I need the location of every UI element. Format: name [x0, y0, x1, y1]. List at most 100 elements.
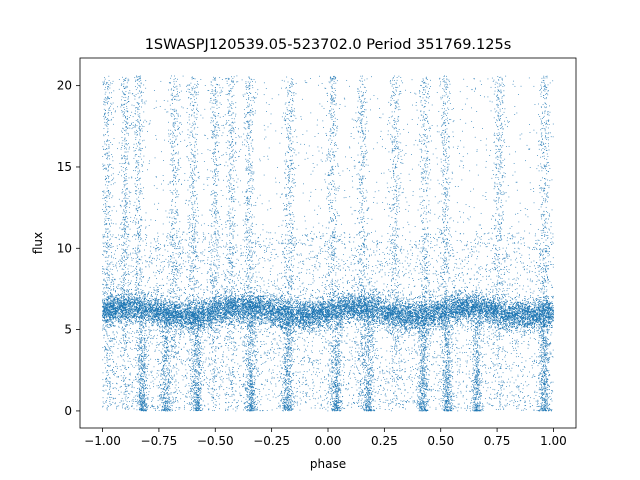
data-point	[464, 326, 466, 328]
data-point	[180, 319, 182, 321]
data-point	[536, 314, 538, 316]
data-point	[366, 320, 367, 322]
data-point	[433, 328, 434, 330]
data-point	[546, 313, 548, 315]
data-point	[113, 325, 115, 327]
data-point	[509, 318, 511, 320]
data-point	[446, 298, 448, 300]
data-point	[290, 316, 292, 318]
data-point	[368, 312, 370, 314]
data-point	[417, 313, 419, 315]
data-point	[130, 296, 132, 297]
data-point	[275, 295, 277, 297]
data-point	[103, 313, 105, 315]
data-point	[140, 299, 142, 301]
data-point	[518, 307, 519, 309]
data-point	[491, 312, 492, 314]
data-point	[187, 327, 189, 328]
data-point	[511, 314, 513, 316]
data-point	[294, 299, 296, 301]
data-point	[326, 314, 328, 316]
data-point	[516, 309, 518, 310]
data-point	[314, 328, 315, 330]
data-point	[329, 306, 331, 308]
data-point	[408, 315, 410, 316]
data-point	[167, 311, 169, 313]
data-point	[510, 322, 511, 324]
data-point	[360, 304, 361, 306]
data-point	[502, 312, 504, 314]
data-point	[522, 306, 524, 308]
data-point	[124, 318, 126, 320]
data-point	[418, 316, 420, 318]
data-point	[335, 321, 337, 322]
data-point	[464, 300, 466, 302]
data-point	[319, 312, 320, 313]
data-point	[303, 327, 305, 328]
data-point	[357, 301, 359, 303]
data-point	[416, 326, 418, 328]
data-point	[250, 314, 252, 316]
data-point	[417, 321, 418, 323]
data-point	[463, 299, 465, 300]
data-point	[472, 316, 474, 317]
data-point	[240, 303, 242, 304]
data-point	[253, 318, 255, 319]
data-point	[226, 296, 228, 298]
data-point	[208, 313, 209, 315]
data-point	[326, 317, 328, 319]
data-point	[455, 306, 457, 308]
data-point	[293, 322, 295, 324]
data-point	[364, 319, 366, 320]
data-point	[295, 303, 297, 304]
data-point	[511, 302, 513, 303]
data-point	[226, 295, 227, 297]
data-point	[331, 305, 333, 307]
data-point	[162, 321, 164, 323]
data-point	[323, 320, 325, 321]
data-point	[131, 307, 133, 309]
data-point	[435, 308, 437, 310]
data-point	[347, 321, 349, 322]
data-point	[368, 298, 370, 299]
data-point	[484, 318, 486, 320]
data-point	[261, 300, 263, 302]
data-point	[264, 307, 266, 309]
data-point	[547, 309, 549, 311]
data-point	[326, 323, 327, 325]
data-point	[241, 295, 243, 297]
data-point	[265, 311, 267, 312]
data-point	[457, 295, 459, 296]
data-point	[361, 310, 363, 312]
data-point	[196, 323, 198, 324]
data-point	[457, 315, 459, 317]
data-point	[504, 322, 506, 324]
data-point	[199, 313, 201, 315]
data-point	[173, 311, 175, 313]
data-point	[391, 327, 393, 329]
data-point	[416, 310, 418, 312]
data-point	[139, 302, 140, 304]
data-point	[471, 299, 473, 301]
data-point	[222, 299, 223, 301]
data-point	[255, 316, 257, 318]
data-point	[418, 306, 419, 308]
data-point	[403, 307, 404, 309]
data-point	[160, 322, 162, 323]
data-point	[199, 313, 201, 315]
data-point	[449, 296, 450, 297]
data-point	[421, 312, 423, 314]
data-point	[420, 313, 422, 315]
data-point	[102, 324, 104, 326]
data-point	[398, 314, 400, 315]
data-point	[498, 320, 500, 322]
data-point	[226, 301, 227, 303]
data-point	[467, 310, 469, 312]
data-point	[509, 305, 511, 307]
data-point	[190, 307, 192, 309]
data-point	[475, 309, 477, 311]
data-point	[149, 286, 151, 288]
data-point	[154, 314, 155, 316]
data-point	[460, 290, 462, 292]
data-point	[332, 314, 333, 316]
